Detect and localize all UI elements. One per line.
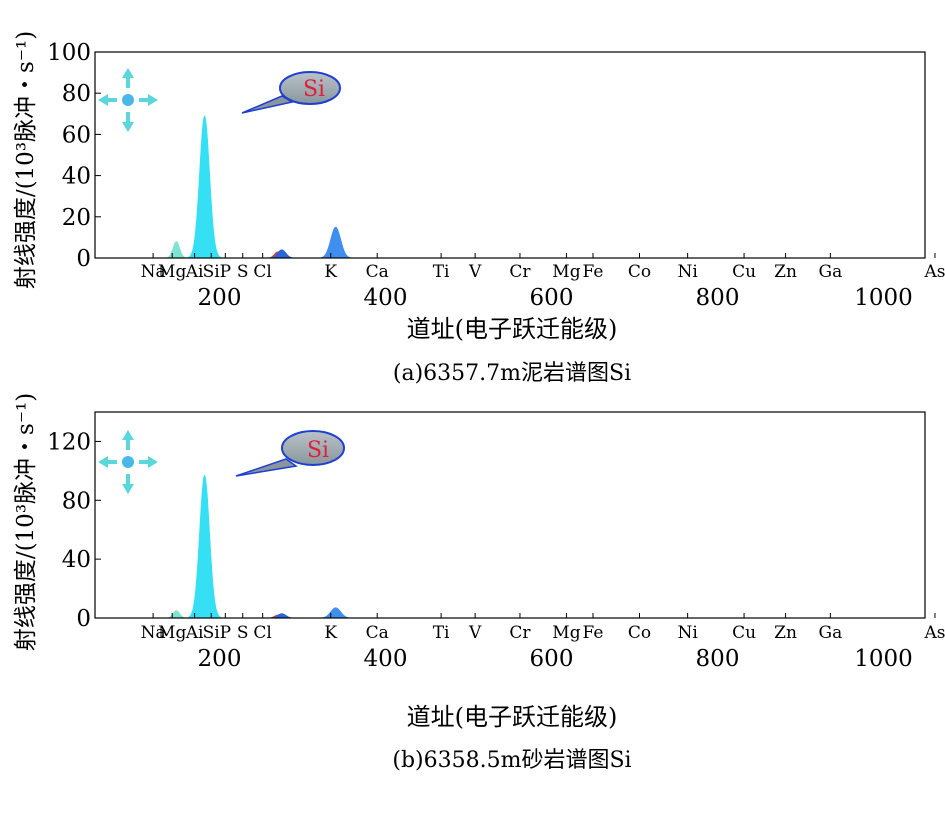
- speech-callout-icon: Si: [241, 71, 341, 114]
- pan-move-icon[interactable]: [98, 68, 158, 132]
- element-label-a-18: Ga: [819, 262, 843, 282]
- element-label-a-12: Mg: [552, 262, 580, 282]
- element-label-b-10: V: [468, 623, 482, 643]
- element-label-a-16: Cu: [732, 262, 756, 282]
- element-label-a-15: Ni: [677, 262, 698, 282]
- element-label-a-1: Mg: [158, 262, 186, 282]
- y-tick-label-b-1: 40: [62, 547, 91, 573]
- element-label-a-2: Ai: [185, 262, 204, 282]
- y-tick-label-a-5: 100: [47, 40, 91, 66]
- element-label-b-11: Cr: [509, 623, 531, 643]
- element-label-a-13: Fe: [583, 262, 604, 282]
- element-label-a-19: As: [923, 262, 945, 282]
- element-label-a-10: V: [468, 262, 482, 282]
- y-ticks-a: 0 20 40 60 80 100: [47, 40, 101, 272]
- element-label-a-17: Zn: [774, 262, 797, 282]
- x-tick-label-b-1: 400: [364, 646, 408, 672]
- element-label-a-14: Co: [628, 262, 651, 282]
- speech-callout-icon: Si: [235, 430, 345, 477]
- peak-a-3: [268, 249, 296, 259]
- element-label-b-2: Ai: [185, 623, 204, 643]
- y-axis-label-b: 射线强度/(10³脉冲・s⁻¹): [13, 393, 39, 651]
- plot-frame-b: [94, 411, 926, 619]
- element-label-a-8: Ca: [366, 262, 389, 282]
- element-label-a-6: Cl: [253, 262, 271, 282]
- pan-move-icon[interactable]: [98, 430, 158, 494]
- element-label-b-14: Co: [628, 623, 651, 643]
- y-tick-label-a-1: 20: [62, 205, 91, 231]
- element-label-a-5: S: [237, 262, 249, 282]
- y-tick-label-a-3: 60: [62, 122, 91, 148]
- y-tick-label-a-4: 80: [62, 81, 91, 107]
- x-tick-label-a-0: 200: [198, 285, 242, 311]
- peak-a-1: [187, 115, 222, 258]
- y-axis-label-a: 射线强度/(10³脉冲・s⁻¹): [13, 31, 39, 289]
- peak-a-4: [319, 226, 352, 259]
- element-label-a-3: Si: [203, 262, 221, 282]
- peaks-a: [165, 115, 352, 259]
- element-label-b-7: K: [324, 623, 337, 643]
- x-tick-label-a-3: 800: [696, 285, 740, 311]
- x-axis-label-b: 道址(电子跃迁能级): [407, 703, 618, 731]
- x-ticks-b: 200 400 600 800 1000: [198, 646, 913, 672]
- element-label-a-9: Ti: [433, 262, 450, 282]
- callout-label-a: Si: [303, 77, 325, 102]
- element-label-a-4: P: [220, 262, 231, 282]
- element-label-b-6: Cl: [253, 623, 271, 643]
- x-tick-label-b-2: 600: [530, 646, 574, 672]
- element-label-b-0: Na: [141, 623, 166, 643]
- element-label-a-7: K: [324, 262, 337, 282]
- x-tick-label-b-4: 1000: [854, 646, 913, 672]
- element-label-b-3: Si: [203, 623, 221, 643]
- element-label-b-5: S: [237, 623, 249, 643]
- y-tick-label-b-0: 0: [76, 606, 91, 632]
- element-label-b-17: Zn: [774, 623, 797, 643]
- x-tick-label-b-0: 200: [198, 646, 242, 672]
- peaks-b: [165, 474, 352, 619]
- element-label-b-12: Mg: [552, 623, 580, 643]
- element-label-b-9: Ti: [433, 623, 450, 643]
- element-label-a-11: Cr: [509, 262, 531, 282]
- y-tick-label-b-2: 80: [62, 488, 91, 514]
- element-label-b-16: Cu: [732, 623, 756, 643]
- element-label-b-19: As: [923, 623, 945, 643]
- x-tick-label-a-4: 1000: [854, 285, 913, 311]
- element-label-b-18: Ga: [819, 623, 843, 643]
- x-tick-label-a-1: 400: [364, 285, 408, 311]
- plot-frame-a: [94, 51, 926, 259]
- y-tick-label-b-3: 120: [47, 429, 91, 455]
- y-tick-label-a-2: 40: [62, 164, 91, 190]
- x-axis-label-a: 道址(电子跃迁能级): [407, 315, 618, 343]
- peak-b-0: [165, 610, 187, 619]
- caption-b: (b)6358.5m砂岩谱图Si: [392, 748, 631, 773]
- element-label-b-15: Ni: [677, 623, 698, 643]
- peak-a-0: [165, 241, 187, 259]
- element-label-a-0: Na: [141, 262, 166, 282]
- y-ticks-b: 0 40 80 120: [47, 429, 101, 632]
- x-ticks-a: 200 400 600 800 1000: [198, 285, 913, 311]
- element-label-b-13: Fe: [583, 623, 604, 643]
- element-label-b-4: P: [220, 623, 231, 643]
- element-label-b-1: Mg: [158, 623, 186, 643]
- callout-label-b: Si: [307, 438, 329, 463]
- x-tick-label-b-3: 800: [696, 646, 740, 672]
- y-tick-label-a-0: 0: [76, 246, 91, 272]
- peak-b-4: [319, 607, 352, 619]
- x-tick-label-a-2: 600: [530, 285, 574, 311]
- peak-b-1: [187, 474, 222, 618]
- element-label-b-8: Ca: [366, 623, 389, 643]
- caption-a: (a)6357.7m泥岩谱图Si: [393, 361, 631, 386]
